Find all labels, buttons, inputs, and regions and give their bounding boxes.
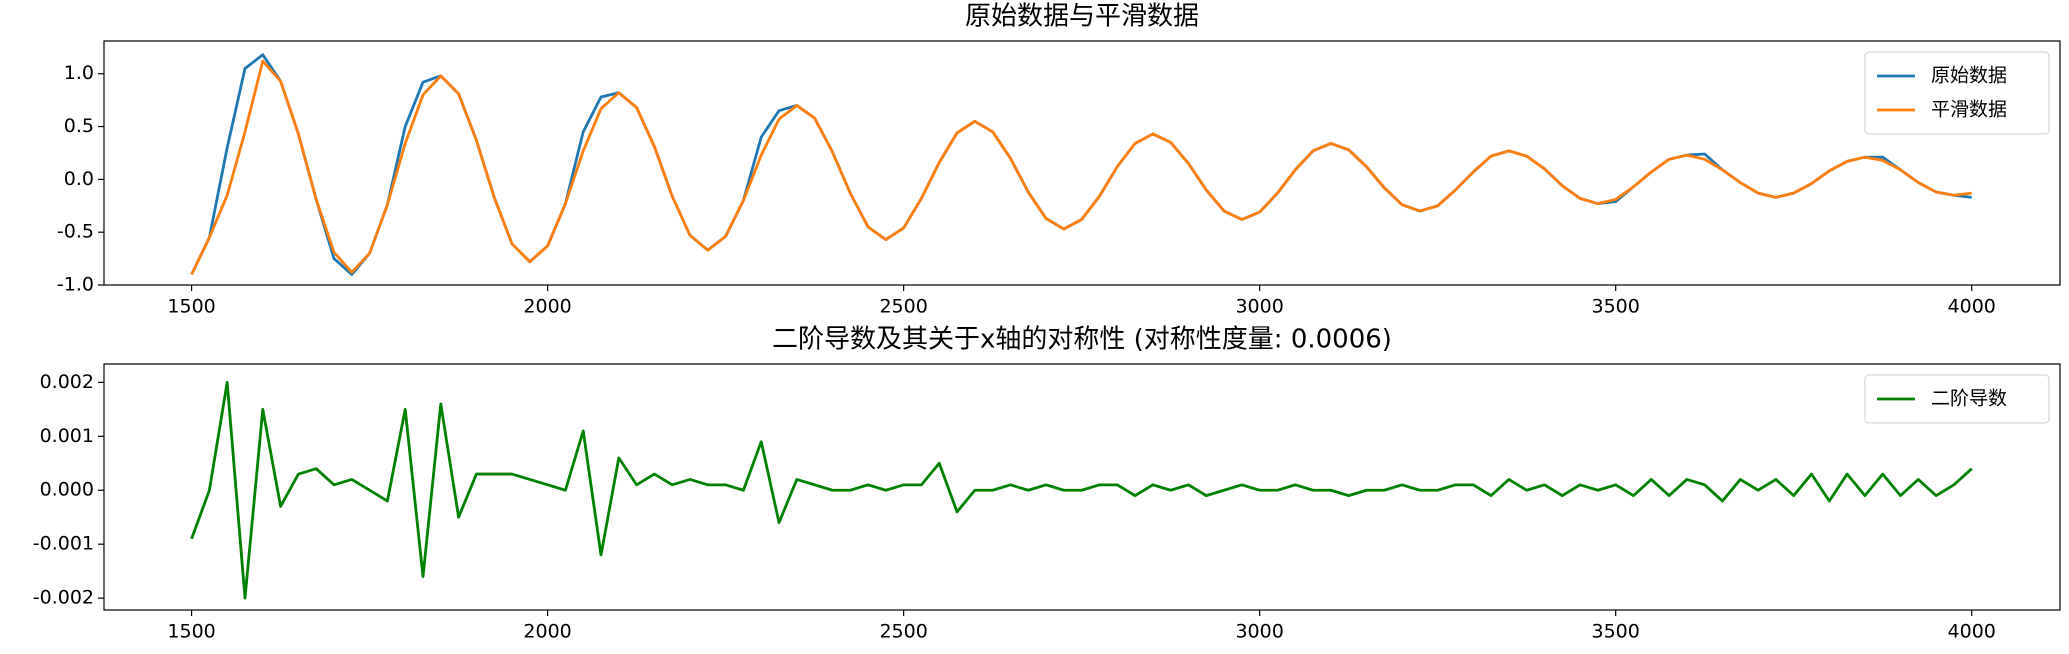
y-tick-label: -0.5 [57,221,94,243]
y-tick-label: 1.0 [64,62,94,84]
x-tick-label: 1500 [167,296,215,318]
y-tick-label: 0.5 [64,115,94,137]
legend-label: 平滑数据 [1931,99,2007,121]
x-tick-label: 2500 [879,621,927,643]
plot-frame [103,363,2061,611]
x-tick-label: 2000 [523,621,571,643]
legend-label: 二阶导数 [1931,388,2007,410]
series-line [190,59,1972,276]
y-tick-label: 0.002 [40,371,94,393]
plot-frame [103,40,2061,286]
x-tick-label: 2000 [523,296,571,318]
x-tick-label: 3500 [1592,296,1640,318]
series-line [190,380,1973,600]
y-tick-label: 0.000 [40,479,94,501]
x-tick-label: 2500 [879,296,927,318]
y-tick-label: 0.001 [40,425,94,447]
y-tick-label: -0.002 [33,587,94,609]
chart-title: 原始数据与平滑数据 [965,2,1199,32]
y-tick-label: -0.001 [33,533,94,555]
x-tick-label: 3000 [1235,621,1283,643]
x-tick-label: 4000 [1948,296,1996,318]
legend-box [1864,374,2050,424]
x-tick-label: 1500 [167,621,215,643]
y-tick-label: 0.0 [64,168,94,190]
x-tick-label: 3000 [1235,296,1283,318]
x-tick-label: 3500 [1592,621,1640,643]
chart-title: 二阶导数及其关于x轴的对称性 (对称性度量: 0.0006) [772,325,1392,355]
legend-label: 原始数据 [1931,65,2007,87]
x-tick-label: 4000 [1948,621,1996,643]
series-line [190,53,1972,276]
y-tick-label: -1.0 [57,274,94,296]
legend-box [1864,51,2050,135]
